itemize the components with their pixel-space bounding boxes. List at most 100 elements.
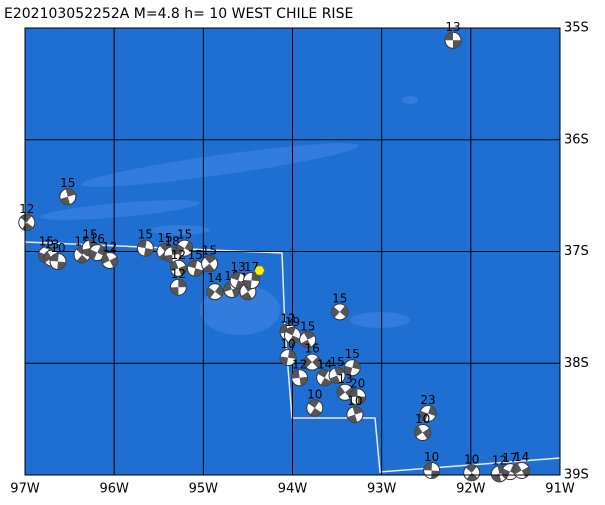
focal-mechanism bbox=[201, 255, 219, 273]
beachball-quadrant bbox=[422, 428, 431, 440]
depth-label: 15 bbox=[82, 228, 97, 242]
depth-label: 10 bbox=[50, 241, 65, 255]
beachball-quadrant bbox=[137, 240, 147, 249]
depth-label: 13 bbox=[337, 372, 352, 386]
focal-mechanism bbox=[242, 272, 260, 290]
beachball-quadrant bbox=[299, 376, 308, 386]
beachball-quadrant bbox=[308, 399, 320, 408]
focal-mechanism bbox=[18, 213, 36, 231]
focal-mechanism bbox=[291, 369, 309, 387]
focal-mechanism bbox=[169, 259, 187, 277]
beachball-quadrant bbox=[291, 369, 300, 379]
depth-label: 15 bbox=[329, 355, 344, 369]
beachball-quadrant bbox=[347, 414, 358, 423]
focal-mechanism bbox=[299, 331, 317, 349]
depth-label: 15 bbox=[332, 291, 347, 305]
beachball-quadrant bbox=[159, 243, 171, 252]
beachball-quadrant bbox=[203, 263, 215, 272]
beachball-quadrant bbox=[453, 40, 461, 49]
depth-label: 12 bbox=[280, 311, 295, 325]
x-tick-label: 94W bbox=[278, 482, 308, 497]
depth-label: 15 bbox=[138, 228, 153, 242]
focal-mechanism bbox=[463, 464, 481, 482]
depth-label: 15 bbox=[300, 319, 315, 333]
beachball-quadrant bbox=[352, 406, 363, 415]
beachball-quadrant bbox=[420, 410, 429, 422]
focal-mechanism bbox=[88, 244, 106, 262]
beachball-quadrant bbox=[193, 268, 204, 277]
beachball-quadrant bbox=[502, 468, 511, 479]
depth-label: 10 bbox=[307, 387, 322, 401]
focal-mechanism bbox=[419, 405, 437, 423]
focal-mechanism bbox=[169, 278, 187, 296]
beachball-quadrant bbox=[206, 287, 215, 299]
depth-label: 12 bbox=[171, 248, 186, 262]
depth-label: 16 bbox=[90, 232, 105, 246]
depth-label: 10 bbox=[464, 452, 479, 466]
beachball-quadrant bbox=[337, 386, 346, 398]
depth-label: 20 bbox=[350, 376, 365, 390]
depth-label: 15 bbox=[177, 228, 192, 242]
beachball-quadrant bbox=[428, 405, 437, 417]
map-title: E202103052252A M=4.8 h= 10 WEST CHILE RI… bbox=[4, 6, 353, 22]
x-tick-label: 96W bbox=[99, 482, 129, 497]
focal-mechanism bbox=[306, 399, 324, 417]
y-tick-label: 35S bbox=[564, 21, 589, 36]
focal-mechanism bbox=[444, 31, 462, 49]
beachball-quadrant bbox=[76, 254, 89, 263]
depth-label: 15 bbox=[345, 347, 360, 361]
focal-mechanism bbox=[101, 251, 119, 269]
beachball-quadrant bbox=[289, 335, 300, 344]
depth-label: 12 bbox=[102, 240, 117, 254]
beachball-quadrant bbox=[357, 396, 366, 405]
depth-label: 12 bbox=[19, 202, 34, 216]
depth-label: 12 bbox=[292, 357, 307, 371]
beachball-quadrant bbox=[187, 260, 198, 269]
beachball-quadrant bbox=[101, 253, 110, 265]
beachball-quadrant bbox=[176, 244, 185, 256]
depth-label: 14 bbox=[207, 271, 222, 285]
beachball-quadrant bbox=[170, 287, 179, 296]
depth-label: 15 bbox=[39, 234, 54, 248]
beachball-quadrant bbox=[243, 279, 252, 289]
beachball-quadrant bbox=[230, 272, 241, 281]
focal-mechanism bbox=[206, 283, 224, 301]
beachball-quadrant bbox=[349, 388, 358, 398]
depth-label: 18 bbox=[164, 234, 179, 248]
focal-mechanism bbox=[331, 303, 349, 321]
y-tick-label: 37S bbox=[564, 244, 589, 259]
focal-mechanism bbox=[423, 462, 441, 480]
beachball-quadrant bbox=[170, 260, 179, 272]
beachball-quadrant bbox=[231, 287, 240, 298]
x-tick-label: 91W bbox=[545, 482, 575, 497]
beachball-quadrant bbox=[310, 407, 322, 416]
epicenter bbox=[254, 265, 265, 276]
beachball-quadrant bbox=[89, 249, 98, 260]
beachball-quadrant bbox=[178, 279, 187, 288]
beachball-quadrant bbox=[109, 256, 118, 268]
beachball-quadrant bbox=[204, 255, 216, 264]
beachball-quadrant bbox=[65, 188, 76, 197]
beachball-quadrant bbox=[285, 327, 296, 336]
depth-label: 14 bbox=[514, 450, 529, 464]
beachball-quadrant bbox=[414, 425, 423, 438]
beachball-quadrant bbox=[164, 254, 173, 263]
focal-mechanism bbox=[303, 353, 321, 371]
beachball-quadrant bbox=[214, 285, 223, 297]
depth-label: 23 bbox=[420, 393, 435, 407]
beachball-quadrant bbox=[491, 473, 502, 482]
x-tick-label: 95W bbox=[189, 482, 219, 497]
depth-label: 12 bbox=[171, 267, 186, 281]
depth-label: 14 bbox=[317, 357, 332, 371]
beachball-quadrant bbox=[331, 306, 340, 318]
beachball-quadrant bbox=[466, 472, 478, 481]
focal-mechanism bbox=[346, 406, 364, 424]
beachball-quadrant bbox=[317, 369, 329, 378]
beachball-quadrant bbox=[97, 245, 106, 257]
depth-label: 19 bbox=[285, 315, 300, 329]
beachball-quadrant bbox=[513, 463, 522, 475]
focal-mechanism bbox=[136, 239, 154, 257]
depth-label: 10 bbox=[415, 412, 430, 426]
focal-mechanism bbox=[186, 259, 204, 277]
